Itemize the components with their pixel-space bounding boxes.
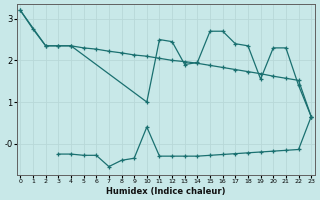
X-axis label: Humidex (Indice chaleur): Humidex (Indice chaleur) (106, 187, 226, 196)
